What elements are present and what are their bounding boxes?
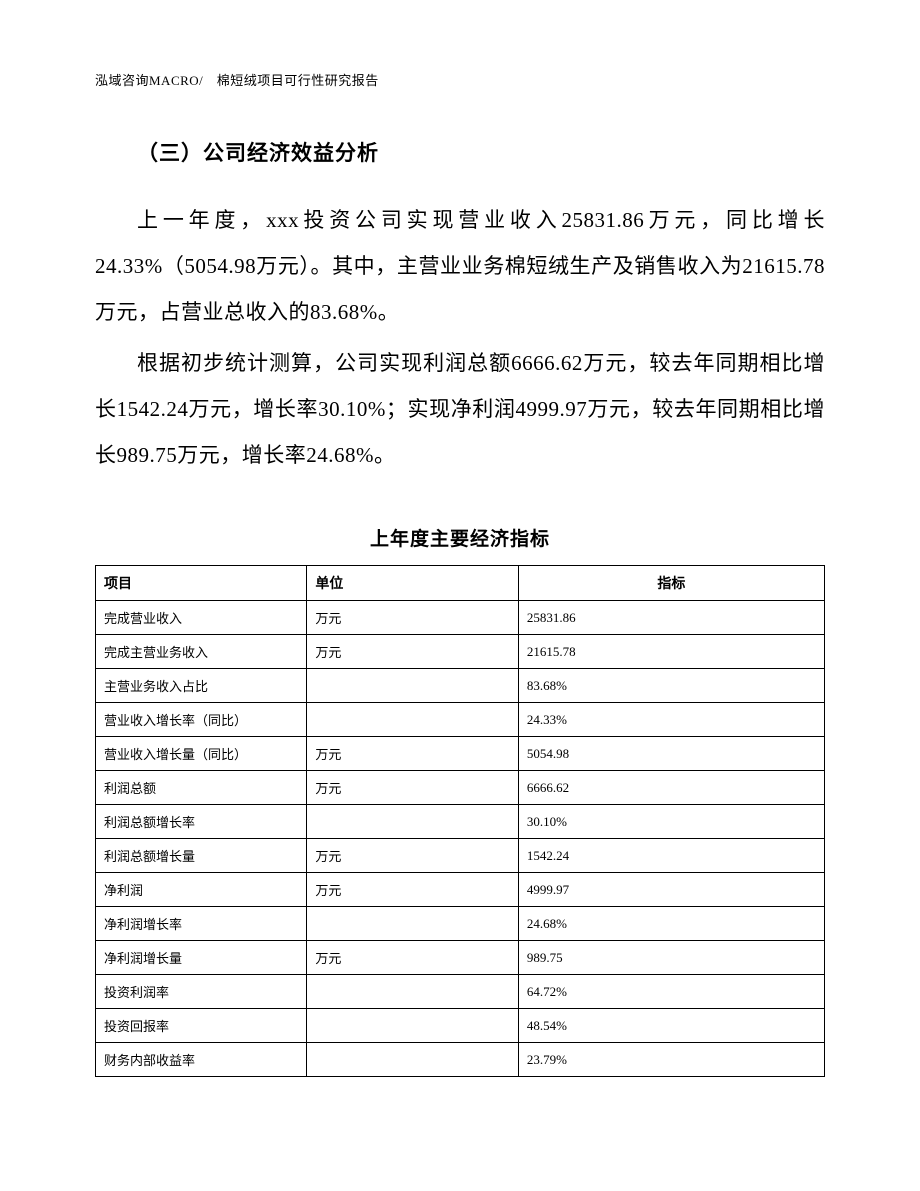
col-header-item: 项目 [96, 566, 307, 601]
table-row: 净利润增长量 万元 989.75 [96, 941, 825, 975]
cell-value: 48.54% [518, 1009, 824, 1043]
table-row: 财务内部收益率 23.79% [96, 1043, 825, 1077]
table-row: 投资回报率 48.54% [96, 1009, 825, 1043]
table-row: 净利润增长率 24.68% [96, 907, 825, 941]
table-row: 完成主营业务收入 万元 21615.78 [96, 635, 825, 669]
cell-unit: 万元 [307, 941, 518, 975]
cell-unit [307, 975, 518, 1009]
cell-item: 投资利润率 [96, 975, 307, 1009]
cell-unit: 万元 [307, 737, 518, 771]
table-row: 营业收入增长量（同比） 万元 5054.98 [96, 737, 825, 771]
cell-item: 完成主营业务收入 [96, 635, 307, 669]
cell-unit: 万元 [307, 601, 518, 635]
cell-value: 64.72% [518, 975, 824, 1009]
cell-value: 6666.62 [518, 771, 824, 805]
cell-item: 财务内部收益率 [96, 1043, 307, 1077]
cell-value: 1542.24 [518, 839, 824, 873]
cell-value: 5054.98 [518, 737, 824, 771]
table-row: 利润总额 万元 6666.62 [96, 771, 825, 805]
cell-item: 净利润增长率 [96, 907, 307, 941]
paragraph-2: 根据初步统计测算，公司实现利润总额6666.62万元，较去年同期相比增长1542… [95, 340, 825, 479]
cell-item: 投资回报率 [96, 1009, 307, 1043]
cell-item: 营业收入增长量（同比） [96, 737, 307, 771]
cell-value: 23.79% [518, 1043, 824, 1077]
economic-indicators-table: 项目 单位 指标 完成营业收入 万元 25831.86 完成主营业务收入 万元 … [95, 565, 825, 1077]
cell-item: 利润总额 [96, 771, 307, 805]
cell-unit [307, 1043, 518, 1077]
cell-item: 利润总额增长率 [96, 805, 307, 839]
cell-value: 989.75 [518, 941, 824, 975]
page-container: 泓域咨询MACRO/ 棉短绒项目可行性研究报告 （三）公司经济效益分析 上一年度… [0, 0, 920, 1137]
cell-value: 24.33% [518, 703, 824, 737]
cell-value: 30.10% [518, 805, 824, 839]
table-row: 主营业务收入占比 83.68% [96, 669, 825, 703]
paragraph-1: 上一年度，xxx投资公司实现营业收入25831.86万元，同比增长24.33%（… [95, 197, 825, 336]
cell-item: 营业收入增长率（同比） [96, 703, 307, 737]
cell-unit: 万元 [307, 771, 518, 805]
cell-unit [307, 669, 518, 703]
cell-unit [307, 1009, 518, 1043]
col-header-unit: 单位 [307, 566, 518, 601]
table-row: 利润总额增长率 30.10% [96, 805, 825, 839]
cell-value: 21615.78 [518, 635, 824, 669]
cell-value: 83.68% [518, 669, 824, 703]
table-body: 完成营业收入 万元 25831.86 完成主营业务收入 万元 21615.78 … [96, 601, 825, 1077]
cell-value: 24.68% [518, 907, 824, 941]
table-row: 利润总额增长量 万元 1542.24 [96, 839, 825, 873]
cell-unit: 万元 [307, 839, 518, 873]
table-row: 净利润 万元 4999.97 [96, 873, 825, 907]
section-title: （三）公司经济效益分析 [137, 137, 825, 167]
cell-item: 利润总额增长量 [96, 839, 307, 873]
cell-unit [307, 805, 518, 839]
table-row: 营业收入增长率（同比） 24.33% [96, 703, 825, 737]
cell-item: 主营业务收入占比 [96, 669, 307, 703]
page-header: 泓域咨询MACRO/ 棉短绒项目可行性研究报告 [95, 70, 825, 89]
cell-unit: 万元 [307, 873, 518, 907]
cell-value: 4999.97 [518, 873, 824, 907]
col-header-value: 指标 [518, 566, 824, 601]
cell-item: 净利润增长量 [96, 941, 307, 975]
cell-item: 完成营业收入 [96, 601, 307, 635]
cell-unit [307, 907, 518, 941]
table-header-row: 项目 单位 指标 [96, 566, 825, 601]
table-row: 投资利润率 64.72% [96, 975, 825, 1009]
table-row: 完成营业收入 万元 25831.86 [96, 601, 825, 635]
cell-item: 净利润 [96, 873, 307, 907]
cell-value: 25831.86 [518, 601, 824, 635]
cell-unit: 万元 [307, 635, 518, 669]
cell-unit [307, 703, 518, 737]
table-title: 上年度主要经济指标 [95, 524, 825, 551]
